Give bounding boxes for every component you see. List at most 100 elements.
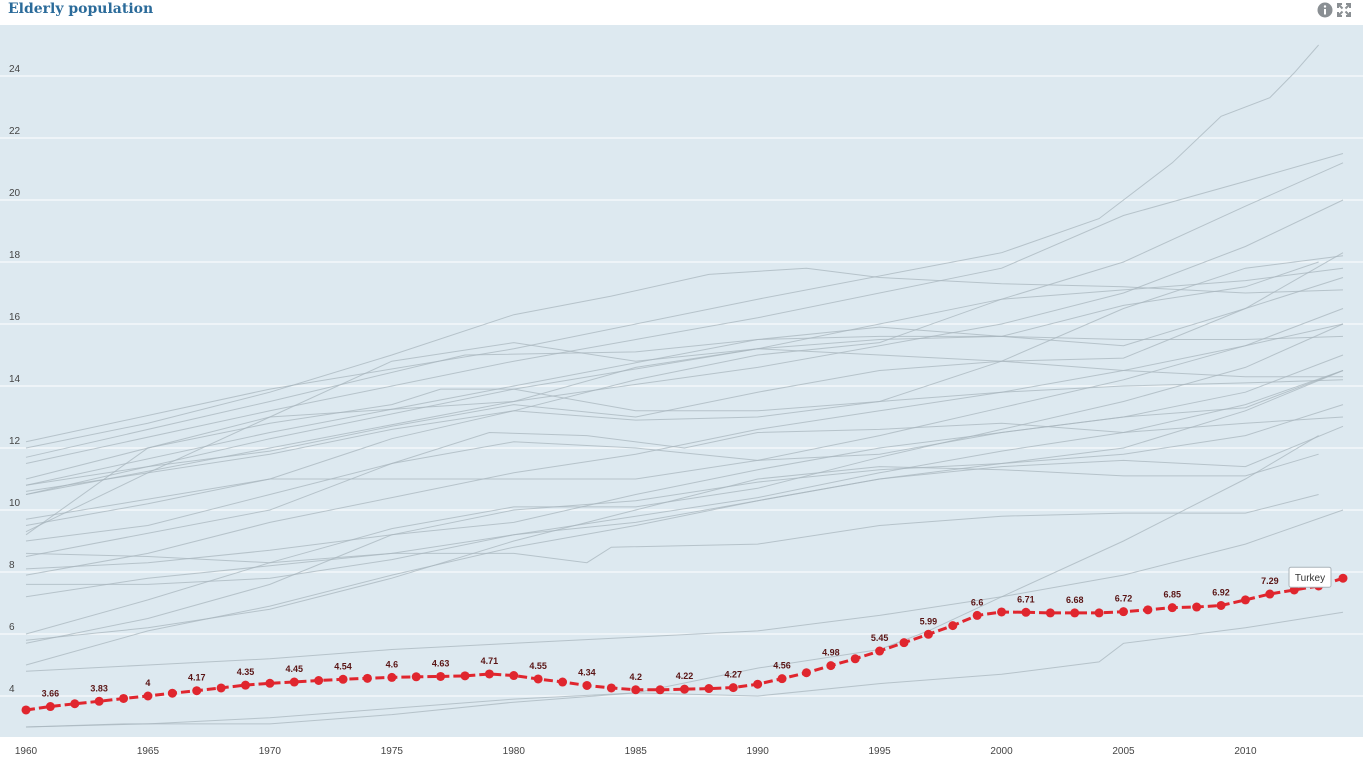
data-point[interactable] [680, 684, 689, 694]
x-tick-label: 1970 [259, 746, 282, 757]
data-point[interactable] [411, 672, 421, 682]
y-tick-label: 12 [9, 436, 21, 447]
data-point[interactable] [533, 674, 543, 684]
y-tick-label: 24 [9, 64, 21, 75]
data-point[interactable] [1216, 600, 1226, 610]
tooltip-background [1288, 566, 1332, 588]
data-point[interactable] [241, 680, 250, 690]
y-tick-label: 14 [9, 374, 21, 385]
y-tick-label: 8 [9, 560, 15, 571]
data-label: 7.29 [1261, 576, 1279, 586]
x-tick-label: 1965 [137, 746, 160, 757]
data-label: 6.92 [1212, 587, 1230, 597]
series-line [25, 323, 1344, 576]
data-point[interactable] [338, 674, 348, 684]
data-point[interactable] [631, 685, 641, 695]
data-point[interactable] [753, 679, 763, 689]
data-point[interactable] [1240, 595, 1250, 605]
x-tick-label: 2000 [990, 746, 1013, 757]
data-point[interactable] [436, 671, 446, 681]
data-point[interactable] [948, 621, 958, 631]
data-point[interactable] [289, 677, 299, 687]
series-line [25, 335, 1344, 495]
data-point[interactable] [1265, 589, 1275, 599]
data-point[interactable] [923, 629, 933, 639]
series-line [25, 453, 1319, 641]
data-point[interactable] [1167, 603, 1177, 613]
data-point[interactable] [1289, 585, 1299, 595]
data-point[interactable] [801, 668, 811, 678]
data-point[interactable] [1119, 607, 1128, 617]
series-line [25, 379, 1344, 492]
data-label: 4.22 [676, 671, 694, 681]
data-point[interactable] [558, 677, 568, 687]
tooltip-box: Turkey [1288, 566, 1332, 588]
data-point[interactable] [582, 680, 592, 690]
data-point[interactable] [826, 661, 836, 671]
data-label: 4.55 [529, 661, 547, 671]
data-point[interactable] [655, 685, 665, 695]
data-point[interactable] [387, 672, 397, 682]
data-point[interactable] [216, 683, 226, 693]
data-point[interactable] [1021, 607, 1031, 617]
data-point[interactable] [875, 646, 885, 656]
data-point[interactable] [143, 691, 153, 701]
data-label: 6.6 [971, 597, 984, 607]
data-point[interactable] [314, 676, 324, 685]
data-point[interactable] [265, 678, 275, 688]
data-point[interactable] [192, 686, 202, 696]
data-point[interactable] [1192, 602, 1202, 612]
x-tick-label: 1975 [381, 746, 404, 757]
data-point[interactable] [704, 684, 714, 694]
data-point[interactable] [460, 671, 470, 681]
y-tick-label: 4 [9, 684, 15, 695]
y-tick-label: 10 [9, 498, 21, 509]
data-point[interactable] [21, 705, 31, 715]
series-line [25, 162, 1344, 495]
data-point[interactable] [1045, 608, 1055, 618]
data-point[interactable] [850, 654, 860, 664]
series-line [25, 425, 1344, 666]
data-point[interactable] [509, 671, 519, 681]
data-label: 5.99 [920, 616, 938, 626]
data-label: 6.85 [1164, 590, 1182, 600]
info-icon[interactable] [1317, 2, 1333, 18]
data-point[interactable] [45, 702, 55, 712]
y-tick-label: 6 [9, 622, 15, 633]
highlight-series[interactable] [21, 573, 1348, 715]
data-point[interactable] [1143, 605, 1153, 615]
background-series [25, 44, 1344, 728]
data-point[interactable] [484, 669, 494, 679]
data-label: 4.98 [822, 648, 840, 658]
x-tick-label: 2010 [1234, 746, 1257, 757]
data-point[interactable] [899, 638, 909, 648]
data-labels: 3.66 3.83 4 4.17 4.35 4.45 4.54 4.6 4.63 4.71 4.55… [42, 576, 1279, 699]
series-line [25, 153, 1344, 464]
data-label: 6.68 [1066, 595, 1084, 605]
data-label: 4.56 [773, 661, 791, 671]
series-line [25, 261, 1319, 458]
x-tick-label: 1990 [747, 746, 770, 757]
series-line [25, 509, 1344, 672]
data-point[interactable] [972, 610, 982, 620]
data-label: 6.72 [1115, 594, 1133, 604]
data-point[interactable] [70, 699, 80, 709]
data-point[interactable] [94, 696, 104, 706]
x-tick-label: 1995 [868, 746, 891, 757]
data-point[interactable] [728, 683, 738, 693]
data-point[interactable] [777, 674, 787, 684]
data-point[interactable] [1094, 608, 1104, 618]
series-line [25, 267, 1344, 449]
data-label: 4.54 [334, 661, 352, 671]
data-point[interactable] [1070, 608, 1080, 618]
data-point[interactable] [606, 683, 616, 693]
data-point[interactable] [997, 607, 1007, 617]
data-label: 4.71 [481, 656, 499, 666]
series-line [25, 370, 1344, 542]
expand-icon[interactable] [1336, 2, 1352, 18]
data-point[interactable] [362, 673, 372, 683]
tooltip: Turkey [1288, 566, 1332, 588]
data-point[interactable] [167, 688, 177, 698]
data-point[interactable] [119, 693, 129, 703]
data-point[interactable] [1338, 573, 1348, 583]
